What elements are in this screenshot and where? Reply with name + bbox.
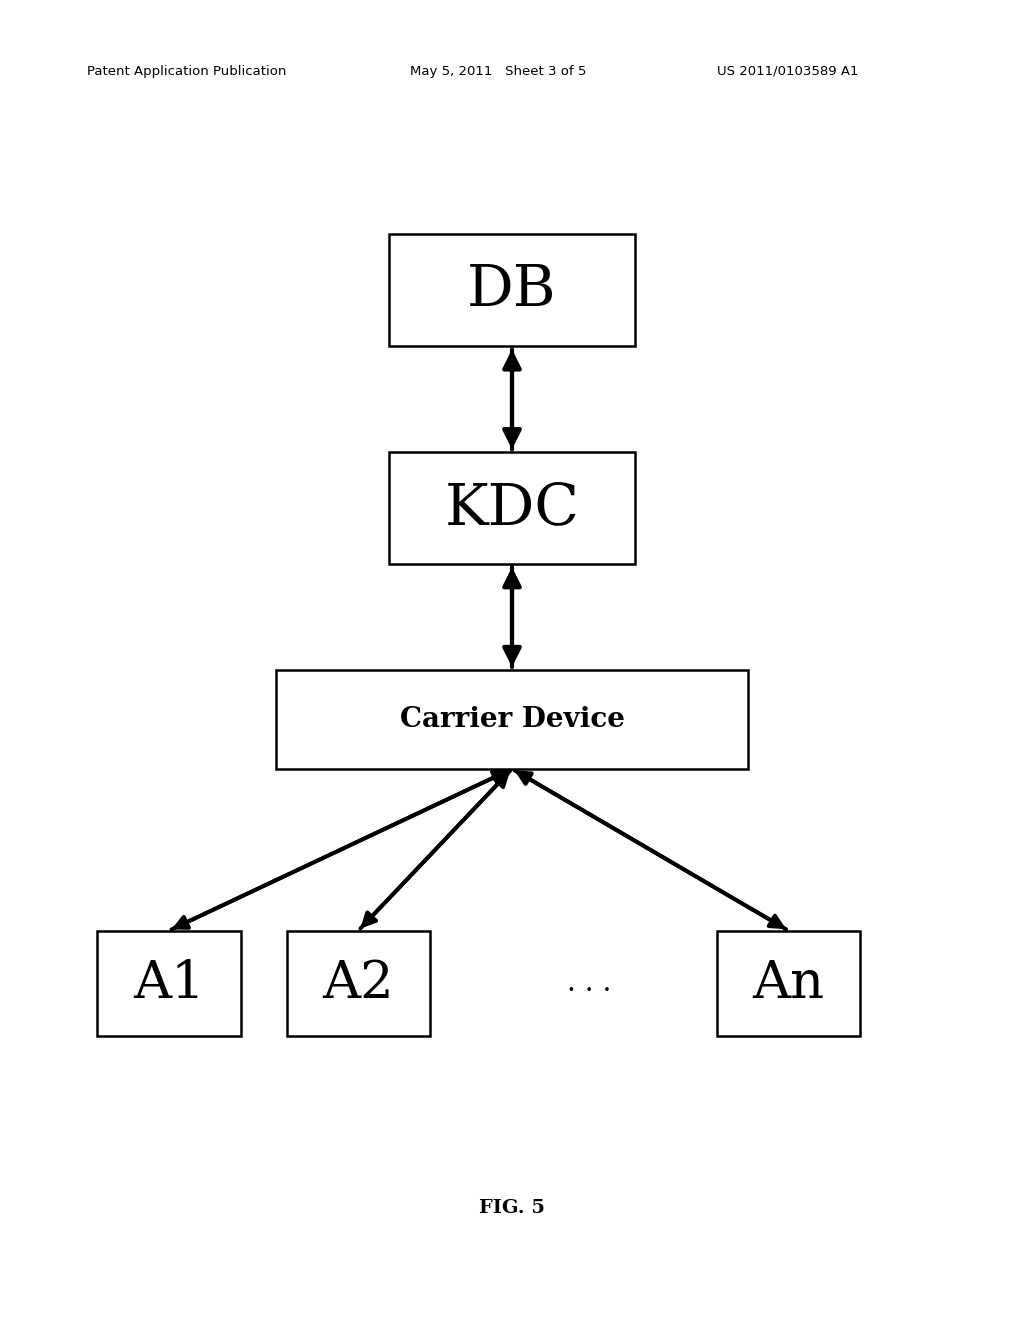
Text: US 2011/0103589 A1: US 2011/0103589 A1 (717, 65, 858, 78)
Text: . . .: . . . (566, 970, 611, 997)
Bar (389, 451, 635, 565)
Bar (389, 235, 635, 346)
Bar (717, 931, 860, 1036)
Text: DB: DB (467, 263, 557, 318)
Text: KDC: KDC (444, 480, 580, 536)
Bar (287, 931, 430, 1036)
Text: An: An (753, 958, 824, 1008)
Text: Carrier Device: Carrier Device (399, 706, 625, 733)
Bar (276, 671, 748, 768)
Text: Patent Application Publication: Patent Application Publication (87, 65, 287, 78)
Text: FIG. 5: FIG. 5 (479, 1199, 545, 1217)
Text: A1: A1 (133, 958, 205, 1008)
Text: May 5, 2011   Sheet 3 of 5: May 5, 2011 Sheet 3 of 5 (410, 65, 586, 78)
Bar (97, 931, 241, 1036)
Text: A2: A2 (323, 958, 394, 1008)
